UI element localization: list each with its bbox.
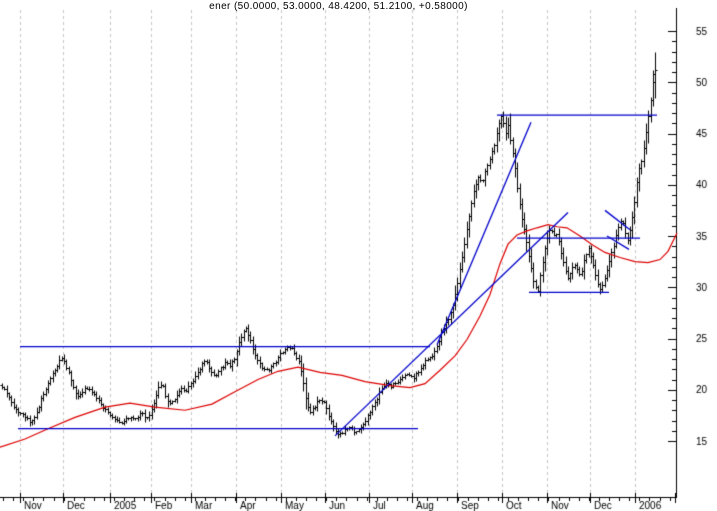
chart-title: ener (50.0000, 53.0000, 48.4200, 51.2100… <box>209 1 468 12</box>
